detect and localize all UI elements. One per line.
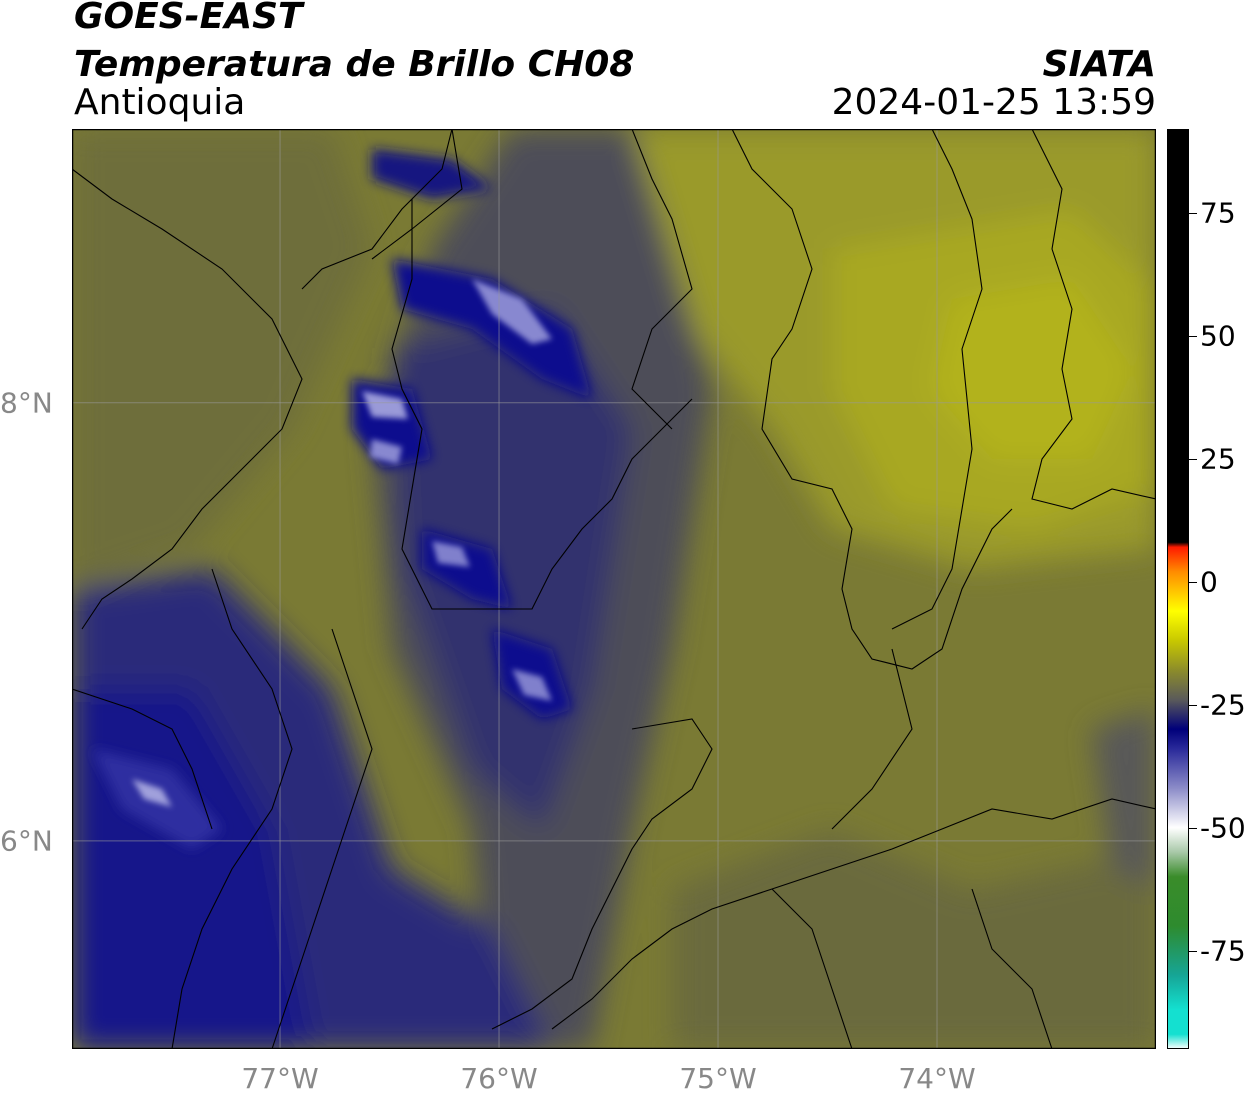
boundaries [72, 129, 1156, 1049]
colorbar-tick-label: 0 [1200, 565, 1218, 599]
map-frame [72, 129, 1156, 1049]
colorbar [1167, 129, 1189, 1049]
satellite-title: GOES-EAST [74, 0, 303, 37]
coldest-cores [132, 279, 552, 807]
colorbar-tick [1189, 704, 1197, 706]
colorbar-tick-label: 75 [1200, 196, 1236, 230]
colorbar-tick-label: -75 [1200, 934, 1246, 968]
colorbar-tick-label: -25 [1200, 688, 1246, 722]
gridlines [72, 129, 1156, 1049]
organization-label: SIATA [1042, 44, 1156, 85]
colorbar-tick [1189, 950, 1197, 952]
map-panel [72, 129, 1156, 1049]
colorbar-tick-label: 25 [1200, 442, 1236, 476]
colorbar-tick [1189, 827, 1197, 829]
x-tick-label: 74°W [898, 1062, 976, 1095]
x-tick-label: 75°W [679, 1062, 757, 1095]
x-tick-label: 76°W [460, 1062, 538, 1095]
colorbar-tick [1189, 212, 1197, 214]
colorbar-tick-label: 50 [1200, 319, 1236, 353]
colorbar-tick [1189, 335, 1197, 337]
colorbar-tick [1189, 458, 1197, 460]
y-tick-label: 6°N [0, 824, 53, 858]
colorbar-tick [1189, 581, 1197, 583]
x-tick-label: 77°W [241, 1062, 319, 1095]
timestamp-label: 2024-01-25 13:59 [831, 82, 1156, 123]
colorbar-tick-label: -50 [1200, 811, 1246, 845]
colorbar-frame [1167, 129, 1189, 1049]
brightness-temperature-map [72, 129, 1156, 1049]
colorbar-gradient [1167, 129, 1189, 1049]
y-tick-label: 8°N [0, 386, 53, 420]
product-title: Temperatura de Brillo CH08 [74, 44, 635, 85]
region-title: Antioquia [74, 82, 246, 123]
